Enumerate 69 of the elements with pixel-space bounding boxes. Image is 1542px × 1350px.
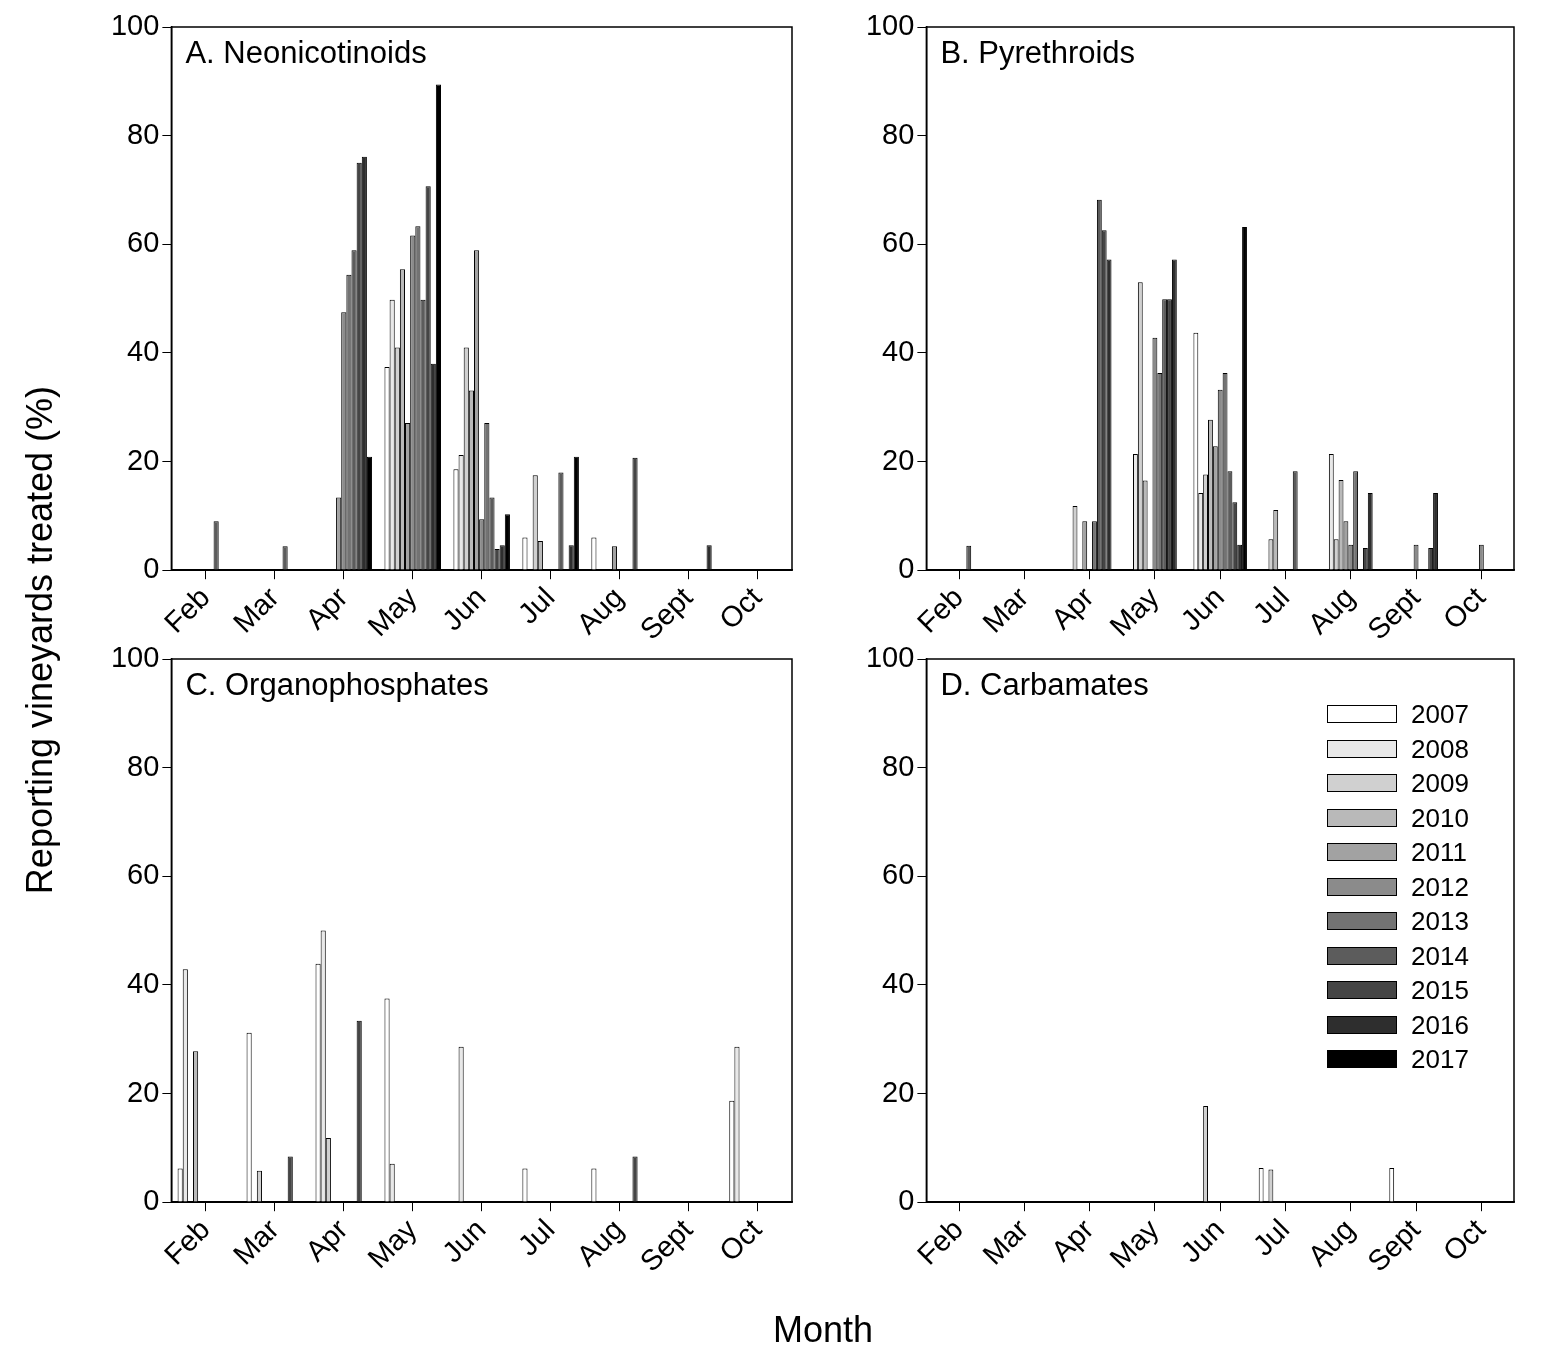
y-tick-label: 80 — [882, 117, 915, 150]
x-tick-label: Mar — [976, 1212, 1035, 1271]
y-tick-label: 80 — [127, 117, 160, 150]
legend-label: 2012 — [1411, 870, 1469, 904]
y-tick-label: 0 — [143, 552, 160, 585]
chart-title: D. Carbamates — [940, 667, 1149, 703]
legend-label: 2013 — [1411, 905, 1469, 938]
x-tick-label: Feb — [157, 1212, 216, 1271]
y-tick-label: 40 — [882, 966, 915, 999]
legend-label: 2016 — [1411, 1008, 1469, 1042]
y-tick-label: 100 — [110, 641, 160, 673]
x-axis-title: Month — [772, 1309, 874, 1350]
legend-label: 2009 — [1411, 767, 1469, 800]
x-tick-label: May — [1103, 1212, 1166, 1275]
y-tick-label: 80 — [882, 749, 915, 782]
x-tick-label: Mar — [226, 1212, 285, 1271]
y-tick-label: 40 — [127, 334, 160, 367]
x-tick-label: Jul — [1246, 580, 1296, 630]
chart-title: C. Organophosphates — [185, 667, 489, 703]
x-tick-label: Aug — [1301, 580, 1361, 640]
y-tick-label: 60 — [882, 226, 915, 259]
x-tick-label: Feb — [157, 580, 216, 639]
x-tick-label: May — [1103, 580, 1166, 643]
text: 2007 — [1411, 698, 1469, 731]
x-tick-label: Jun — [435, 1212, 492, 1269]
y-tick-label: 20 — [127, 443, 160, 476]
y-tick-label: 40 — [127, 966, 160, 999]
y-tick-label: 40 — [882, 334, 915, 367]
y-tick-label: 20 — [127, 1075, 160, 1108]
y-tick-label: 60 — [127, 858, 160, 891]
y-tick-label: 20 — [882, 443, 915, 476]
y-tick-label: 100 — [865, 641, 915, 673]
x-tick-label: May — [361, 580, 423, 643]
x-tick-label: Oct — [1436, 1212, 1492, 1268]
x-tick-label: Mar — [226, 580, 285, 639]
x-tick-label: Jul — [1246, 1212, 1296, 1262]
chart-title: B. Pyrethroids — [940, 35, 1136, 71]
y-tick-label: 100 — [110, 9, 160, 41]
y-tick-label: 100 — [865, 9, 915, 41]
x-tick-label: Jun — [1174, 1212, 1231, 1269]
x-tick-label: Jul — [511, 580, 561, 630]
legend-label: 2017 — [1411, 1043, 1469, 1076]
y-tick-label: 80 — [127, 749, 160, 782]
x-tick-label: Jun — [435, 580, 492, 637]
x-tick-label: Jun — [1174, 580, 1231, 637]
y-tick-label: 0 — [143, 1184, 160, 1217]
legend-label: 2008 — [1411, 732, 1469, 766]
x-tick-label: Oct — [712, 1212, 768, 1268]
legend-label: 2015 — [1411, 974, 1469, 1007]
x-tick-label: Aug — [1301, 1212, 1361, 1272]
x-tick-label: Oct — [712, 580, 768, 636]
y-tick-label: 60 — [882, 858, 915, 891]
x-tick-label: Apr — [299, 580, 354, 636]
x-tick-label: Apr — [1044, 1212, 1100, 1268]
x-tick-label: Jul — [511, 1212, 561, 1262]
x-tick-label: Aug — [570, 580, 630, 640]
x-tick-label: Apr — [299, 1212, 354, 1268]
x-tick-label: Aug — [570, 1212, 630, 1272]
y-axis-title: Reporting vineyards treated (%) — [19, 385, 61, 895]
chart-title: A. Neonicotinoids — [185, 35, 427, 71]
x-tick-label: Oct — [1436, 580, 1492, 636]
legend-label: 2010 — [1411, 801, 1469, 835]
x-tick-label: May — [361, 1212, 423, 1275]
y-tick-label: 20 — [882, 1075, 915, 1108]
y-tick-label: 60 — [127, 226, 160, 259]
legend-label: 2011 — [1411, 836, 1467, 869]
x-tick-label: Mar — [976, 580, 1035, 639]
x-tick-label: Apr — [1044, 580, 1100, 636]
legend-label: 2014 — [1411, 939, 1469, 973]
